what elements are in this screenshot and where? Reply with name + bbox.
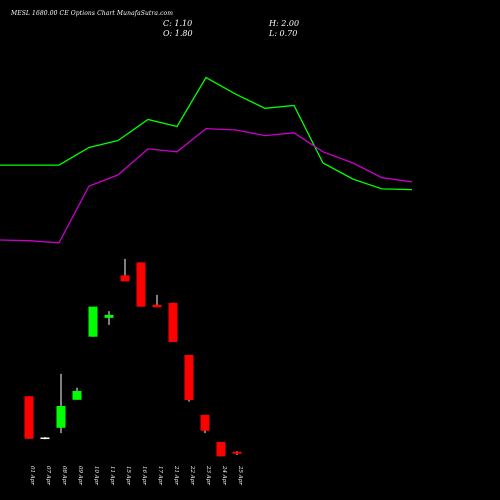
x-tick-label: 07 Apr — [45, 466, 51, 485]
x-tick-label: 23 Apr — [205, 465, 211, 485]
overlay-line-1 — [0, 76, 413, 191]
overlay-line-2 — [0, 127, 413, 244]
x-tick-label: 08 Apr — [61, 466, 67, 485]
candle-body-4 — [72, 390, 82, 400]
candle-body-6 — [104, 314, 114, 318]
x-tick-label: 16 Apr — [141, 466, 147, 485]
candle-body-8 — [136, 262, 146, 307]
candle-body-7 — [120, 275, 130, 282]
x-tick-label: 15 Apr — [125, 466, 131, 485]
candle-body-10 — [168, 302, 178, 343]
x-tick-label: 24 Apr — [221, 465, 227, 485]
candle-body-1 — [24, 396, 34, 439]
candle-body-14 — [232, 451, 242, 454]
high-value: H: 2.00 — [269, 19, 300, 28]
x-tick-label: 10 Apr — [93, 466, 99, 485]
candle-body-3 — [56, 405, 66, 428]
candle-body-11 — [184, 354, 194, 401]
x-tick-label: 11 Apr — [109, 466, 115, 485]
open-value: O: 1.80 — [163, 29, 193, 38]
candle-body-2 — [40, 437, 50, 440]
low-value: L: 0.70 — [269, 29, 298, 38]
x-tick-label: 01 Apr — [29, 466, 35, 485]
candle-body-13 — [216, 441, 226, 457]
candle-body-12 — [200, 414, 210, 431]
close-value: C: 1.10 — [163, 19, 193, 28]
x-tick-label: 25 Apr — [237, 465, 243, 485]
x-tick-label: 22 Apr — [189, 465, 195, 485]
chart-title: MESL 1680.00 CE Options Chart MunafaSutr… — [11, 10, 174, 17]
candle-body-9 — [152, 304, 162, 308]
x-tick-label: 17 Apr — [157, 466, 163, 485]
candle-body-5 — [88, 306, 98, 337]
x-tick-label: 09 Apr — [77, 466, 83, 485]
x-tick-label: 21 Apr — [173, 465, 179, 485]
